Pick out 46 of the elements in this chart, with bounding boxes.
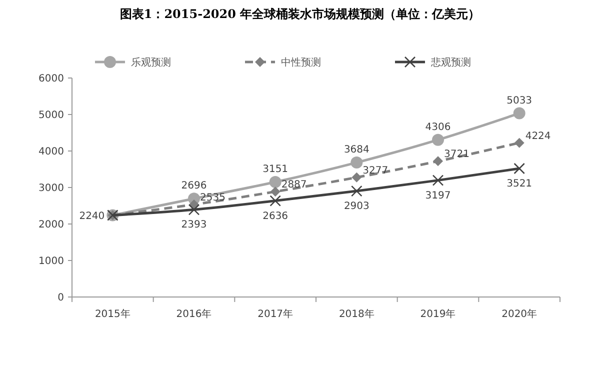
chart-title: 图表1：2015-2020 年全球桶装水市场规模预测（单位：亿美元） (120, 7, 480, 21)
data-label: 3277 (362, 165, 388, 176)
x-tick-label: 2016年 (176, 308, 212, 320)
x-tick-label: 2018年 (338, 308, 374, 320)
point (433, 156, 443, 166)
y-tick-label: 4000 (38, 146, 64, 158)
legend-label: 悲观预测 (430, 56, 471, 68)
y-tick-label: 2000 (38, 220, 64, 230)
point (514, 162, 525, 174)
point (432, 134, 444, 146)
x-tick-label: 2017年 (258, 308, 294, 320)
x-tick-label: 2015年 (94, 308, 130, 320)
data-label: 3151 (262, 164, 288, 175)
y-tick-label: 5000 (38, 110, 64, 121)
x-tick-label: 2020年 (502, 308, 538, 320)
point (350, 156, 363, 169)
data-label: 2636 (262, 210, 288, 222)
y-tick-label: 0 (58, 292, 64, 304)
data-label: 2887 (281, 180, 307, 191)
data-label: 3197 (425, 190, 451, 202)
y-tick-label: 3000 (38, 183, 64, 194)
data-label: 2535 (200, 192, 226, 204)
data-label: 2393 (181, 220, 207, 231)
point (270, 195, 281, 206)
point (269, 176, 282, 188)
data-label: 2903 (344, 201, 370, 212)
point (432, 174, 444, 186)
data-label: 5033 (506, 95, 532, 106)
data-label: 2240 (79, 211, 105, 222)
point (352, 172, 362, 182)
point (513, 107, 526, 120)
x-tick-label: 2019年 (420, 308, 456, 320)
point (188, 204, 200, 216)
data-label: 3721 (444, 149, 470, 160)
legend-label: 中性预测 (281, 56, 321, 68)
data-label: 3684 (344, 144, 370, 156)
data-label: 4224 (525, 130, 551, 142)
point (514, 138, 524, 148)
data-label: 2696 (181, 180, 207, 192)
data-label: 4306 (425, 122, 451, 133)
legend-label: 乐观预测 (131, 56, 171, 68)
data-label: 3521 (506, 178, 532, 190)
y-tick-label: 6000 (38, 74, 64, 84)
point (270, 186, 280, 197)
point (351, 185, 362, 197)
y-tick-label: 1000 (38, 256, 64, 267)
